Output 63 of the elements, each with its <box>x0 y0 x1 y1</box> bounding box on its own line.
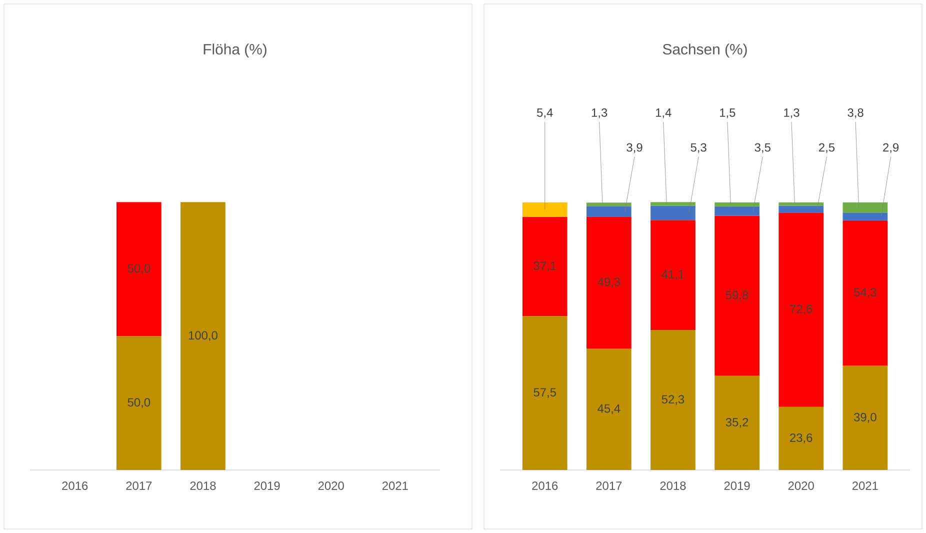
bar <box>650 330 696 470</box>
bar <box>842 220 888 366</box>
x-tick-label: 2020 <box>318 482 344 490</box>
x-tick-label: 2021 <box>852 482 878 490</box>
bar <box>522 216 568 316</box>
bar <box>650 202 696 206</box>
chart-title: Sachsen (%) <box>662 44 747 58</box>
chart-title: Flöha (%) <box>204 44 266 58</box>
bar <box>842 202 888 213</box>
bar <box>650 206 696 220</box>
x-tick-label: 2021 <box>382 482 408 490</box>
data-label: 50,0 <box>128 398 150 408</box>
data-label: 1,3 <box>592 108 608 118</box>
x-tick-label: 2017 <box>126 482 152 490</box>
data-label: 100,0 <box>188 331 218 342</box>
bar <box>714 216 760 376</box>
data-label: 2,9 <box>883 143 899 154</box>
data-label: 3,5 <box>754 143 770 154</box>
bar <box>586 216 632 349</box>
bar <box>586 348 632 470</box>
bar <box>714 206 760 216</box>
data-label: 49,3 <box>598 278 620 288</box>
data-label: 5,4 <box>537 108 553 118</box>
data-label: 1,5 <box>720 108 736 118</box>
data-label: 41,1 <box>662 270 684 280</box>
x-tick-label: 2016 <box>532 482 558 490</box>
data-label: 1,3 <box>784 108 800 118</box>
x-tick-label: 2016 <box>62 482 88 490</box>
bar <box>714 202 760 206</box>
bar <box>522 202 568 217</box>
bar <box>522 316 568 470</box>
x-tick-label: 2018 <box>190 482 216 490</box>
data-label: 72,6 <box>790 304 812 315</box>
data-label: 52,3 <box>662 395 684 405</box>
x-tick-label: 2020 <box>788 482 814 490</box>
x-tick-label: 2019 <box>724 482 750 490</box>
data-label: 3,8 <box>848 108 864 118</box>
data-label: 3,9 <box>626 143 642 154</box>
x-tick-label: 2018 <box>660 482 686 490</box>
data-label: 50,0 <box>128 264 150 274</box>
data-label: 1,4 <box>656 108 672 118</box>
data-label: 54,3 <box>854 288 876 298</box>
bar <box>714 376 760 470</box>
bar <box>778 202 824 206</box>
bar <box>778 212 824 407</box>
bar <box>586 206 632 217</box>
data-label: 37,1 <box>534 262 556 272</box>
data-label: 2,5 <box>819 143 835 154</box>
data-label: 23,6 <box>790 433 812 444</box>
bar <box>778 406 824 470</box>
data-label: 35,2 <box>726 418 748 428</box>
bar <box>586 202 632 206</box>
x-tick-label: 2017 <box>596 482 622 490</box>
x-tick-label: 2019 <box>254 482 280 490</box>
data-label: 57,5 <box>534 388 556 398</box>
bar <box>778 206 824 213</box>
data-label: 45,4 <box>598 404 620 414</box>
bar <box>842 366 888 470</box>
data-label: 59,8 <box>726 290 748 301</box>
bar <box>650 220 696 330</box>
data-label: 39,0 <box>854 412 876 423</box>
data-label: 5,3 <box>690 143 706 154</box>
bar <box>842 212 888 220</box>
